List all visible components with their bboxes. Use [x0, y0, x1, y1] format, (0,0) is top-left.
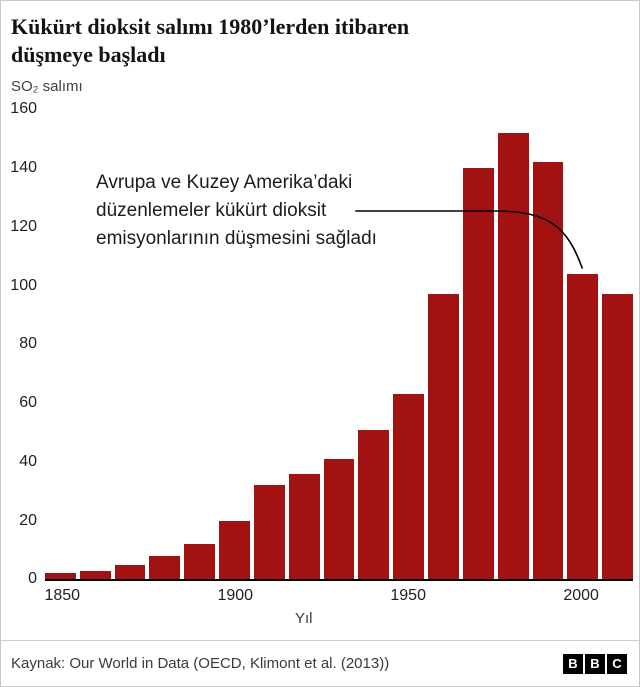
bar-2000 [567, 273, 599, 580]
y-axis-tick-label: 160 [10, 100, 37, 118]
bar-1920 [288, 473, 320, 580]
bar-1890 [184, 544, 216, 580]
bbc-logo-letter: C [607, 653, 627, 674]
annotation-line: düzenlemeler kükürt dioksit [96, 200, 327, 222]
bbc-logo-letter: B [585, 653, 605, 674]
bar-1950 [393, 394, 425, 580]
y-axis-tick-label: 60 [19, 394, 37, 412]
y-axis-tick-label: 120 [10, 217, 37, 235]
bar-2010 [602, 294, 634, 580]
y-axis-tick-label: 20 [19, 511, 37, 529]
source-attribution: Kaynak: Our World in Data (OECD, Klimont… [11, 655, 390, 672]
x-axis-tick-label: 1900 [217, 587, 254, 605]
bar-1860 [79, 570, 111, 580]
bbc-logo: B B C [563, 653, 627, 674]
bar-1930 [323, 458, 355, 580]
annotation: Avrupa ve Kuzey Amerika’daki düzenlemele… [96, 169, 377, 253]
y-axis-tick-label: 40 [19, 452, 37, 470]
x-axis-title: Yıl [294, 610, 313, 628]
x-axis-tick-label: 1850 [44, 587, 81, 605]
bar-1910 [253, 485, 285, 580]
bar-1970 [462, 168, 494, 580]
bar-1900 [219, 520, 250, 580]
y-axis-tick-label: 0 [28, 570, 37, 588]
annotation-line: emisyonlarının düşmesini sağladı [96, 228, 377, 250]
x-axis-tick-label: 1950 [390, 587, 426, 605]
annotation-line: Avrupa ve Kuzey Amerika’daki [96, 172, 353, 194]
bar-1990 [532, 162, 564, 580]
bar-1870 [114, 564, 146, 580]
y-axis-tick-label: 80 [19, 335, 37, 353]
bar-1850 [45, 573, 76, 580]
x-axis-tick-label: 2000 [563, 587, 599, 605]
header: Kükürt dioksit salımı 1980’lerden itibar… [1, 1, 639, 95]
bar-1980 [497, 132, 529, 580]
bar-1940 [358, 429, 390, 580]
bbc-logo-letter: B [563, 653, 583, 674]
chart-subtitle: SO₂ salımı [11, 78, 83, 96]
footer: Kaynak: Our World in Data (OECD, Klimont… [1, 640, 639, 686]
y-axis-tick-label: 100 [10, 276, 37, 294]
bar-1960 [428, 294, 459, 580]
chart: Yıl 0 20 40 60 80 100 120 140 160 1850 1900 1950 200… [1, 95, 639, 635]
y-axis-tick-label: 140 [10, 159, 37, 177]
bar-1880 [149, 555, 181, 580]
page-title: Kükürt dioksit salımı 1980’lerden itibar… [11, 14, 410, 68]
